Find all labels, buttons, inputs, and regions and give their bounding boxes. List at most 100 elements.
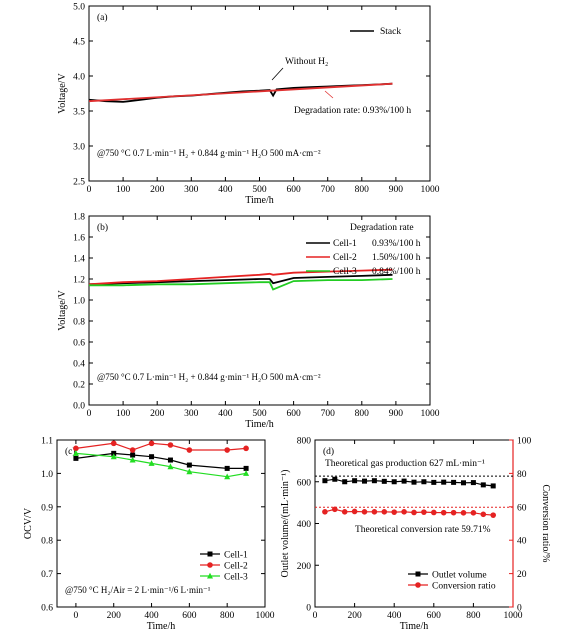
data-point [186, 447, 193, 453]
x-tick-label: 800 [220, 611, 235, 621]
panel-1: 0 100 200 300 400 500 600 700 800 900 1000 0.0 0.2 0.… [57, 213, 440, 431]
x-tick-label: 300 [184, 185, 199, 195]
plot-frame [56, 439, 266, 608]
x-tick-label: 100 [116, 185, 131, 195]
x-tick-label: 1000 [256, 611, 275, 621]
series-line-Cell-3 [75, 452, 247, 478]
annotation-without-h2: Without H₂ [285, 57, 328, 67]
data-point [167, 442, 174, 448]
data-point [73, 445, 79, 452]
series-line-Conversion ratio [324, 508, 494, 516]
data-point [421, 509, 427, 515]
y-tick-label: 0.4 [73, 360, 85, 370]
x-tick-label: 600 [286, 185, 301, 195]
legend-marker [415, 582, 421, 588]
data-point [431, 479, 437, 485]
y-tick-label: 0.0 [73, 402, 85, 412]
annotation-degradation: Degradation rate: 0.93%/100 h [294, 106, 411, 116]
data-point [470, 510, 477, 516]
series-line-Cell-2 [88, 268, 393, 286]
y-tick-label: 1.6 [73, 234, 85, 244]
data-point [332, 476, 338, 482]
data-point [421, 479, 427, 485]
series-line-Cell-2 [75, 442, 247, 451]
x-tick-label: 1000 [421, 409, 440, 419]
x-tick-label: 100 [116, 409, 131, 419]
y-tick-label: 400 [297, 520, 312, 530]
series-line-Cell-3 [89, 278, 393, 291]
x-tick-label: 400 [387, 611, 402, 621]
data-point [167, 457, 173, 463]
data-point [186, 468, 193, 475]
x-axis-label: Time/h [400, 621, 429, 632]
y-right-tick-label: 20 [517, 570, 527, 580]
x-tick-label: 400 [218, 409, 233, 419]
data-point [130, 452, 136, 458]
legend-rate: 0.84%/100 h [372, 267, 421, 277]
data-point [149, 454, 155, 460]
data-point [72, 450, 79, 456]
data-point [440, 509, 447, 516]
panel-0: 0 100 200 300 400 500 600 700 800 900 1000 2.5 3.0 3.… [57, 3, 440, 207]
legend-rate: 0.93%/100 h [372, 239, 421, 249]
data-point [361, 509, 368, 515]
legend-marker [415, 571, 421, 577]
series-line-fit [88, 82, 393, 103]
annotation-arrow [271, 67, 284, 81]
legend-label: Outlet volume [432, 571, 487, 581]
data-point [341, 509, 348, 515]
y-tick-label: 1.8 [73, 213, 85, 223]
data-point [450, 509, 457, 516]
x-tick-label: 400 [144, 611, 159, 621]
data-point [391, 479, 397, 485]
annotation-gas-production: Theoretical gas production 627 mL·min⁻¹ [325, 459, 485, 469]
x-tick-label: 900 [389, 409, 404, 419]
data-point [224, 447, 230, 453]
y-right-tick-label: 60 [517, 503, 527, 513]
y-tick-label: 0.8 [73, 318, 85, 328]
y-tick-label: 1.0 [73, 297, 85, 307]
x-tick-label: 600 [182, 611, 197, 621]
condition-note: @750 °C 0.7 L·min⁻¹ H₂ + 0.844 g·min⁻¹ H… [97, 148, 321, 158]
data-point [186, 462, 192, 468]
legend-label: Cell-3 [224, 573, 248, 583]
y-tick-label: 600 [297, 478, 312, 488]
y-tick-label: 0.2 [73, 381, 85, 391]
series-line-Cell-1 [88, 273, 393, 286]
legend-title: Degradation rate [350, 223, 414, 233]
data-point [371, 509, 378, 515]
legend-label: Cell-1 [333, 239, 357, 249]
y-tick-label: 3.5 [73, 108, 85, 118]
data-point [129, 447, 136, 453]
y-tick-label: 0 [306, 604, 311, 614]
condition-note: @750 °C H₂/Air = 2 L·min⁻¹/6 L·min⁻¹ [65, 585, 211, 595]
data-point [431, 509, 437, 516]
panel-2: 0 200 400 600 800 1000 0.6 0.7 0.8 0.9 1.0 1.1 Time/… [23, 437, 275, 633]
y-tick-label: 0.9 [41, 503, 53, 513]
data-point [362, 478, 367, 484]
data-point [342, 479, 348, 485]
panel-tag: (b) [97, 222, 108, 233]
x-tick-label: 800 [355, 185, 370, 195]
data-point [332, 506, 338, 513]
legend-label: Cell-1 [224, 551, 248, 561]
y-axis-label: Voltage/V [57, 73, 68, 114]
data-point [110, 453, 117, 460]
data-point [391, 509, 398, 515]
data-point [381, 509, 388, 515]
x-tick-label: 600 [286, 409, 301, 419]
x-tick-label: 700 [321, 185, 336, 195]
y-tick-label: 3.0 [73, 143, 85, 153]
legend-marker [207, 562, 213, 568]
y-tick-label: 0.7 [41, 570, 53, 580]
data-point [243, 445, 249, 452]
x-axis-label: Time/h [245, 419, 274, 430]
data-point [167, 463, 174, 470]
y-right-tick-label: 80 [517, 470, 527, 480]
x-tick-label: 0 [87, 185, 92, 195]
y-tick-label: 800 [297, 437, 312, 447]
x-tick-label: 0 [87, 409, 92, 419]
panel-3: 0 200 400 600 800 100002004006008000204060801… [280, 437, 551, 633]
x-tick-label: 400 [218, 185, 233, 195]
